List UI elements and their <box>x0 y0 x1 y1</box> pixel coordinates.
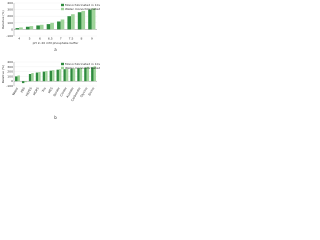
x-tick-label: Glycine <box>79 86 88 98</box>
y-tick-label: 100 <box>7 74 13 78</box>
x-tick-label: 6.5 <box>48 37 53 41</box>
bar <box>36 25 40 30</box>
bar <box>63 69 66 82</box>
bar <box>29 26 34 30</box>
x-tick-label: Acetate <box>65 86 74 98</box>
bar <box>28 74 32 82</box>
legend-swatch <box>61 7 64 11</box>
bar <box>17 75 20 82</box>
y-tick-label: -100 <box>6 84 13 88</box>
bar <box>79 67 83 82</box>
y-tick-label: 0 <box>11 27 13 31</box>
y-tick-label: 200 <box>7 70 13 74</box>
legend-label: Water monochlorinated <box>65 7 100 11</box>
x-tick-label: Citrate <box>59 86 68 97</box>
bar <box>60 19 65 30</box>
bar <box>19 27 23 30</box>
bar <box>45 71 48 82</box>
bar <box>72 68 76 82</box>
y-axis-title: Relative (%) <box>1 10 5 28</box>
legend-label: Monochlorinated in 10+9 <box>65 62 100 66</box>
bar <box>65 68 69 82</box>
x-tick-label: Water <box>11 86 19 96</box>
legend-swatch <box>61 3 64 7</box>
bar <box>77 68 80 82</box>
bar <box>52 70 55 82</box>
x-tick-label: Borate <box>52 86 61 97</box>
x-axis-title: pH in 20 mM phosphate buffer <box>33 41 80 45</box>
y-axis-title: Relative (%) <box>1 65 5 83</box>
y-tick-label: 100 <box>7 21 13 25</box>
legend-label: Water monochlorinated <box>65 66 100 70</box>
panel-caption: a <box>54 47 57 52</box>
x-tick-label: 7.5 <box>69 37 74 41</box>
bar <box>86 66 90 82</box>
y-tick-label: 400 <box>7 60 13 64</box>
y-tick-label: -100 <box>6 34 13 38</box>
legend-swatch <box>61 66 64 70</box>
bar <box>31 73 34 82</box>
y-tick-label: 300 <box>7 65 13 69</box>
legend-label: Monochlorinated in 10+9 <box>65 3 100 7</box>
bar <box>39 24 44 30</box>
x-tick-label: 5 <box>29 37 31 41</box>
bar <box>56 69 59 82</box>
bar <box>57 21 61 30</box>
page: {"chart_data":[ {"type":"bar","ylabel":"… <box>1 1 100 120</box>
x-tick-label: 8 <box>80 37 82 41</box>
x-tick-label: MES <box>47 86 54 94</box>
x-tick-label: Carbonate <box>70 86 81 102</box>
panel-caption: b <box>54 115 57 120</box>
legend-swatch <box>61 62 64 66</box>
x-tick-label: 6 <box>39 37 41 41</box>
bar <box>46 24 51 30</box>
bar <box>24 81 27 83</box>
y-tick-label: 400 <box>7 1 13 5</box>
bar <box>84 67 87 82</box>
bar <box>70 68 73 82</box>
x-tick-label: Bicine <box>87 86 95 96</box>
bar <box>91 67 94 82</box>
bar <box>58 69 62 82</box>
bar <box>15 28 20 30</box>
bar <box>50 22 54 30</box>
bar <box>35 72 39 82</box>
x-tick-label: Tris <box>40 86 47 94</box>
bar <box>15 76 18 82</box>
bar <box>71 14 75 30</box>
bar <box>93 66 96 82</box>
y-tick-label: 0 <box>11 79 13 83</box>
x-tick-label: HEPES <box>25 86 33 97</box>
x-tick-label: 9 <box>91 37 93 41</box>
bar <box>88 9 92 30</box>
bar <box>77 12 82 30</box>
bar <box>25 26 30 30</box>
x-tick-label: PBS <box>20 86 26 93</box>
x-tick-label: 7 <box>60 37 62 41</box>
bar <box>91 8 96 30</box>
x-tick-label: 4 <box>18 37 20 41</box>
bar <box>42 71 46 82</box>
y-tick-label: 300 <box>7 8 13 12</box>
x-tick-label: MOPS <box>32 86 40 96</box>
bar <box>38 72 41 82</box>
bar <box>21 81 25 84</box>
y-tick-label: 200 <box>7 14 13 18</box>
bar <box>49 70 53 82</box>
bar <box>81 10 86 30</box>
bar <box>67 16 72 30</box>
